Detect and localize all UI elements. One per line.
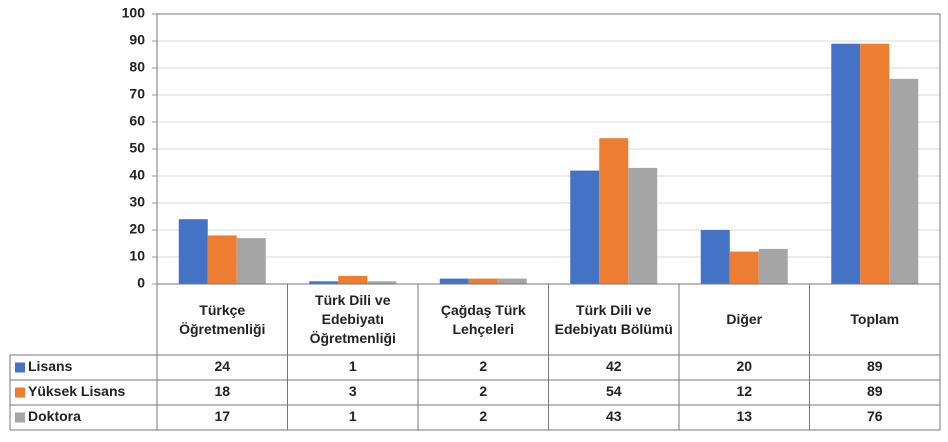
table-value: 42 — [606, 358, 622, 374]
category-label: Çağdaş Türk Lehçeleri — [440, 301, 526, 337]
y-tick-label: 20 — [129, 221, 145, 237]
bar — [468, 278, 498, 284]
legend-swatch — [15, 412, 25, 423]
table-value: 13 — [736, 408, 752, 424]
y-tick-label: 80 — [129, 59, 145, 75]
legend-swatch — [15, 362, 25, 373]
table-value: 89 — [867, 383, 883, 399]
legend-swatch — [15, 387, 25, 398]
bar — [758, 248, 788, 284]
y-tick-label: 30 — [129, 194, 145, 210]
table-value: 89 — [867, 358, 883, 374]
table-value: 2 — [479, 408, 487, 424]
bar — [338, 275, 368, 284]
bar — [439, 278, 469, 284]
bar — [860, 43, 890, 285]
y-tick-label: 60 — [129, 113, 145, 129]
y-tick-label: 50 — [129, 140, 145, 156]
y-tick-label: 90 — [129, 32, 145, 48]
bar — [700, 230, 730, 284]
category-label: Türkçe Öğretmenliği — [179, 301, 266, 337]
table-value: 2 — [479, 358, 487, 374]
bar — [497, 278, 527, 284]
bar — [599, 138, 629, 284]
category-label: Toplam — [850, 311, 900, 327]
y-tick-label: 70 — [129, 86, 145, 102]
table-value: 1 — [349, 408, 357, 424]
table-value: 20 — [736, 358, 752, 374]
y-tick-label: 40 — [129, 167, 145, 183]
bar — [207, 235, 237, 284]
table-value: 18 — [214, 383, 230, 399]
legend-label: Lisans — [28, 358, 73, 374]
legend-label: Yüksek Lisans — [28, 383, 125, 399]
category-label: Türk Dili ve Edebiyatı Öğretmenliği — [309, 292, 396, 346]
table-value: 12 — [736, 383, 752, 399]
legend-label: Doktora — [28, 408, 81, 424]
category-label: Türk Dili ve Edebiyatı Bölümü — [554, 301, 673, 337]
bar — [729, 251, 759, 284]
table-value: 43 — [606, 408, 622, 424]
y-tick-label: 0 — [137, 275, 145, 291]
bar — [889, 78, 919, 284]
table-value: 54 — [606, 383, 622, 399]
table-value: 3 — [349, 383, 357, 399]
table-value: 2 — [479, 383, 487, 399]
y-tick-label: 10 — [129, 248, 145, 264]
bar — [178, 219, 208, 284]
table-value: 24 — [214, 358, 230, 374]
bar — [628, 167, 658, 284]
table-value: 1 — [349, 358, 357, 374]
category-label: Diğer — [726, 311, 763, 327]
table-value: 17 — [214, 408, 230, 424]
bar — [309, 281, 339, 284]
bar — [236, 238, 266, 284]
bar — [367, 281, 397, 284]
bar — [831, 43, 861, 285]
table-value: 76 — [867, 408, 883, 424]
bar — [570, 170, 600, 284]
y-tick-label: 100 — [122, 5, 146, 21]
